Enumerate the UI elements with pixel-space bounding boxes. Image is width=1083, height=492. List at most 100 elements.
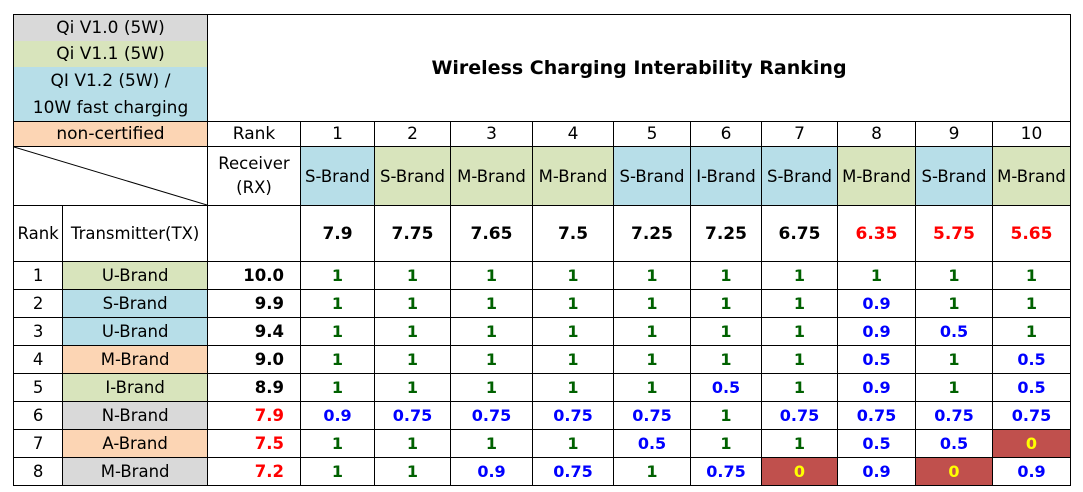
interop-value: 0.9 [837,317,916,346]
rx-rank: 7 [761,121,838,147]
interop-value: 1 [374,457,451,486]
interop-value: 1 [450,317,533,346]
tx-brand: N-Brand [62,401,208,430]
interop-value: 1 [450,261,533,290]
interop-value: 1 [374,317,451,346]
rank-header: Rank [207,121,301,147]
interop-value: 0.5 [613,429,691,458]
interop-value: 0.75 [374,401,451,430]
rx-brand: M-Brand [837,146,916,206]
diagonal-line [14,147,207,205]
interop-value: 1 [761,261,838,290]
interop-value: 1 [761,373,838,402]
rx-rank: 3 [450,121,533,147]
interop-value: 1 [532,317,614,346]
transmitter-header: Transmitter(TX) [62,205,208,262]
interop-value: 0.75 [613,401,691,430]
rx-score: 7.25 [690,205,762,262]
interop-value: 1 [374,429,451,458]
interop-value: 0.75 [837,401,916,430]
legend-item: QI V1.2 (5W) / [13,66,208,95]
tx-rank: 4 [12,345,64,374]
interop-value: 0.75 [532,401,614,430]
interop-value: 1 [300,261,375,290]
tx-score: 8.9 [207,373,301,402]
tx-brand: U-Brand [62,317,208,346]
rx-brand: S-Brand [300,146,375,206]
interop-value: 1 [761,289,838,318]
rx-brand: S-Brand [613,146,691,206]
legend-item: Qi V1.1 (5W) [13,40,208,67]
interop-value: 0.5 [992,373,1071,402]
interop-value: 1 [837,261,916,290]
interop-value: 1 [992,289,1071,318]
interop-value: 0 [915,457,993,486]
rx-score: 7.5 [532,205,614,262]
interop-value: 1 [300,317,375,346]
interop-value: 1 [613,317,691,346]
interop-value: 0.5 [837,345,916,374]
interop-value: 1 [532,429,614,458]
tx-rank: 7 [12,429,64,458]
interop-value: 0.5 [690,373,762,402]
tx-rank: 1 [12,261,64,290]
interop-value: 1 [613,345,691,374]
rx-score: 7.25 [613,205,691,262]
interop-value: 1 [992,261,1071,290]
interop-value: 1 [613,289,691,318]
rx-score: 7.75 [374,205,451,262]
rx-brand: S-Brand [374,146,451,206]
interop-value: 0.75 [992,401,1071,430]
rx-rank: 9 [915,121,993,147]
interop-value: 1 [374,289,451,318]
interop-value: 1 [374,345,451,374]
tx-rank: 8 [12,457,64,486]
tx-brand: A-Brand [62,429,208,458]
interop-value: 1 [532,289,614,318]
rx-rank: 1 [300,121,375,147]
interop-value: 1 [690,401,762,430]
rx-brand: I-Brand [690,146,762,206]
rx-rank: 4 [532,121,614,147]
tx-rank-header: Rank [12,205,64,262]
interop-value: 0.9 [450,457,533,486]
interop-value: 1 [613,261,691,290]
interop-value: 0.9 [837,289,916,318]
rx-score: 7.65 [450,205,533,262]
interop-value: 0.75 [761,401,838,430]
blank-cell [207,205,301,262]
rx-rank: 8 [837,121,916,147]
interop-value: 1 [915,373,993,402]
legend-item: Qi V1.0 (5W) [13,14,208,41]
rx-score: 6.75 [761,205,838,262]
chart-title: Wireless Charging Interability Ranking [207,14,1071,122]
interop-value: 0 [992,429,1071,458]
interop-value: 0.75 [450,401,533,430]
tx-score: 7.9 [207,401,301,430]
interop-value: 1 [450,429,533,458]
interop-value: 1 [450,373,533,402]
interop-value: 1 [690,317,762,346]
interop-value: 1 [374,373,451,402]
interop-value: 0.75 [532,457,614,486]
tx-score: 9.4 [207,317,301,346]
tx-score: 7.2 [207,457,301,486]
diagonal-header [13,146,208,206]
interop-value: 1 [761,429,838,458]
interop-value: 1 [761,345,838,374]
interop-value: 1 [690,289,762,318]
receiver-header: Receiver (RX) [207,146,301,206]
rx-rank: 2 [374,121,451,147]
interop-value: 1 [690,429,762,458]
interop-value: 0.5 [992,345,1071,374]
rx-brand: M-Brand [450,146,533,206]
interop-value: 0.5 [915,429,993,458]
rx-brand: S-Brand [761,146,838,206]
rx-rank: 10 [992,121,1071,147]
rx-score: 5.75 [915,205,993,262]
receiver-label: Receiver [218,154,290,173]
interop-value: 0 [761,457,838,486]
interop-value: 1 [613,373,691,402]
interop-value: 1 [915,289,993,318]
tx-rank: 3 [12,317,64,346]
